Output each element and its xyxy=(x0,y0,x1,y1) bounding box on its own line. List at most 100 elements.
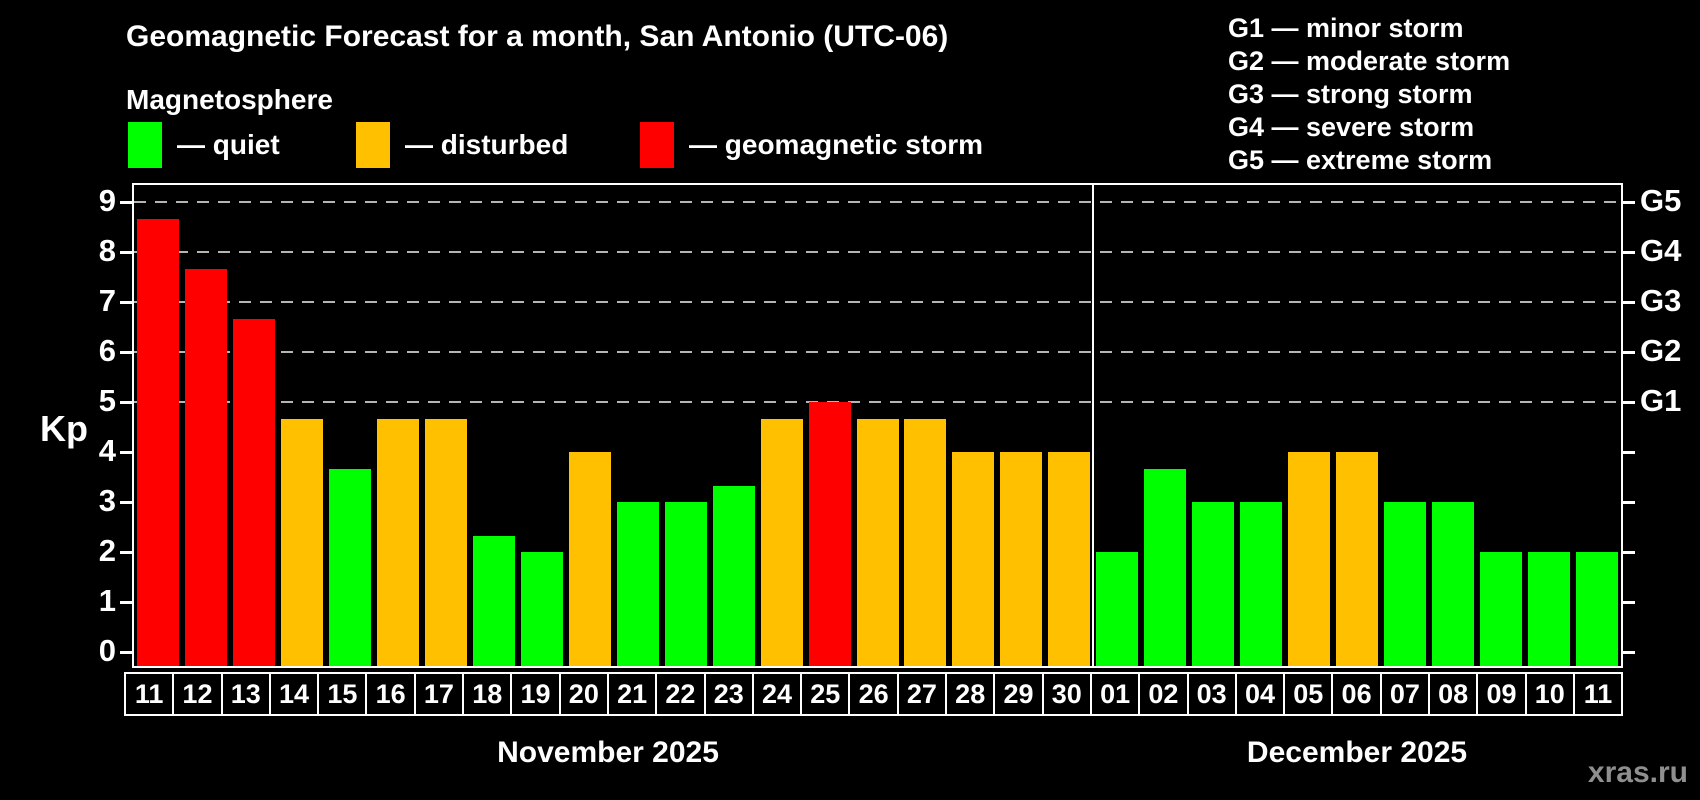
day-cell-17: 17 xyxy=(415,674,465,714)
kp-bar-day-03 xyxy=(1192,502,1235,666)
kp-bar-day-09 xyxy=(1480,552,1523,666)
legend-swatch-storm-icon xyxy=(640,122,674,168)
gridline-kp6 xyxy=(134,351,1621,353)
kp-bar-day-14 xyxy=(280,418,323,666)
chart-subtitle: Magnetosphere xyxy=(126,84,333,115)
day-cell-06: 06 xyxy=(1333,674,1382,714)
legend-label-storm: — geomagnetic storm xyxy=(689,129,984,160)
y-axis-label-1: 1 xyxy=(98,583,116,618)
kp-bar-day-18 xyxy=(472,535,515,666)
y-axis-label-4: 4 xyxy=(98,433,116,468)
y-axis-tick-right-3 xyxy=(1623,501,1635,504)
day-cell-19: 19 xyxy=(512,674,561,714)
y-axis-tick-right-4 xyxy=(1623,451,1635,454)
y-axis-label-7: 7 xyxy=(98,283,116,318)
month-label-november: November 2025 xyxy=(497,736,719,769)
month-separator-1 xyxy=(1092,185,1095,666)
day-cell-25: 25 xyxy=(802,674,851,714)
day-cell-18: 18 xyxy=(464,674,513,714)
legend-label-disturbed: — disturbed xyxy=(405,129,569,160)
kp-bar-day-28 xyxy=(952,452,995,666)
kp-bar-day-27 xyxy=(904,418,947,666)
day-cell-12: 12 xyxy=(174,674,223,714)
kp-bar-day-24 xyxy=(760,418,803,666)
day-cell-14: 14 xyxy=(270,674,320,714)
y-axis-tick-right-8 xyxy=(1623,251,1635,254)
y-axis-tick-right-0 xyxy=(1623,651,1635,654)
y-axis-tick-right-2 xyxy=(1623,551,1635,554)
g-legend-line-5: G5 — extreme storm xyxy=(1228,145,1493,175)
plot-area xyxy=(132,183,1623,668)
day-cell-23: 23 xyxy=(705,674,754,714)
y-axis-label-6: 6 xyxy=(98,333,116,368)
day-cell-15: 15 xyxy=(319,674,368,714)
day-cell-07: 07 xyxy=(1381,674,1431,714)
kp-bar-day-15 xyxy=(328,468,371,666)
day-cell-08: 08 xyxy=(1430,674,1479,714)
day-cell-30: 30 xyxy=(1043,674,1092,714)
day-cell-11: 11 xyxy=(1574,674,1622,714)
y-axis-tick-right-9 xyxy=(1623,201,1635,204)
day-cell-28: 28 xyxy=(947,674,996,714)
kp-bar-day-25 xyxy=(808,402,851,666)
day-cell-05: 05 xyxy=(1285,674,1334,714)
kp-bar-day-13 xyxy=(232,318,275,666)
gridline-kp8 xyxy=(134,251,1621,253)
y-axis-title: Kp xyxy=(40,408,88,449)
day-cell-20: 20 xyxy=(560,674,609,714)
y-axis-tick-left-9 xyxy=(120,201,132,204)
gridline-kp7 xyxy=(134,301,1621,303)
kp-bar-day-01 xyxy=(1096,552,1139,666)
kp-bar-day-16 xyxy=(376,418,419,666)
plot-inner xyxy=(134,185,1621,666)
kp-bar-day-23 xyxy=(712,485,755,666)
kp-bar-day-08 xyxy=(1432,502,1475,666)
y-axis-label-8: 8 xyxy=(98,233,116,268)
kp-bar-day-17 xyxy=(424,418,467,666)
y-axis-tick-right-7 xyxy=(1623,301,1635,304)
day-cell-16: 16 xyxy=(367,674,416,714)
y-axis-tick-left-0 xyxy=(120,651,132,654)
kp-bar-day-20 xyxy=(568,452,611,666)
y-axis-label-0: 0 xyxy=(98,633,116,668)
y-axis-tick-right-6 xyxy=(1623,351,1635,354)
day-cell-02: 02 xyxy=(1140,674,1189,714)
gridline-kp9 xyxy=(134,201,1621,203)
kp-bar-day-29 xyxy=(1000,452,1043,666)
kp-bar-day-22 xyxy=(664,502,707,666)
g-legend-line-4: G4 — severe storm xyxy=(1228,112,1475,142)
day-cell-10: 10 xyxy=(1526,674,1575,714)
g-axis-label-G1: G1 xyxy=(1640,383,1682,418)
kp-bar-day-10 xyxy=(1528,552,1571,666)
day-cell-01: 01 xyxy=(1091,674,1141,714)
kp-bar-day-05 xyxy=(1288,452,1331,666)
legend-item-storm: — geomagnetic storm xyxy=(640,122,983,168)
legend-item-quiet: — quiet xyxy=(128,122,280,168)
kp-bar-day-06 xyxy=(1336,452,1379,666)
day-cell-26: 26 xyxy=(850,674,899,714)
kp-bar-day-12 xyxy=(184,268,227,666)
g-scale-legend: G1 — minor storm G2 — moderate storm G3 — … xyxy=(1228,12,1510,177)
chart-title: Geomagnetic Forecast for a month, San An… xyxy=(126,20,949,53)
kp-bar-day-26 xyxy=(856,418,899,666)
watermark: xras.ru xyxy=(1587,756,1688,789)
day-cell-29: 29 xyxy=(995,674,1044,714)
g-axis-label-G3: G3 xyxy=(1640,283,1682,318)
y-axis-label-2: 2 xyxy=(98,533,116,568)
g-axis-label-G5: G5 xyxy=(1640,183,1682,218)
g-legend-line-2: G2 — moderate storm xyxy=(1228,46,1511,76)
y-axis-tick-left-2 xyxy=(120,551,132,554)
day-cell-04: 04 xyxy=(1236,674,1286,714)
legend-label-quiet: — quiet xyxy=(177,129,280,160)
day-cell-27: 27 xyxy=(898,674,948,714)
kp-bar-day-11 xyxy=(1576,552,1619,666)
g-axis-label-G2: G2 xyxy=(1640,333,1682,368)
y-axis-tick-right-1 xyxy=(1623,601,1635,604)
y-axis-tick-left-5 xyxy=(120,401,132,404)
kp-bar-day-21 xyxy=(616,502,659,666)
kp-bar-day-19 xyxy=(520,552,563,666)
kp-bar-day-02 xyxy=(1144,468,1187,666)
gridline-kp5 xyxy=(134,401,1621,403)
y-axis-tick-left-4 xyxy=(120,451,132,454)
